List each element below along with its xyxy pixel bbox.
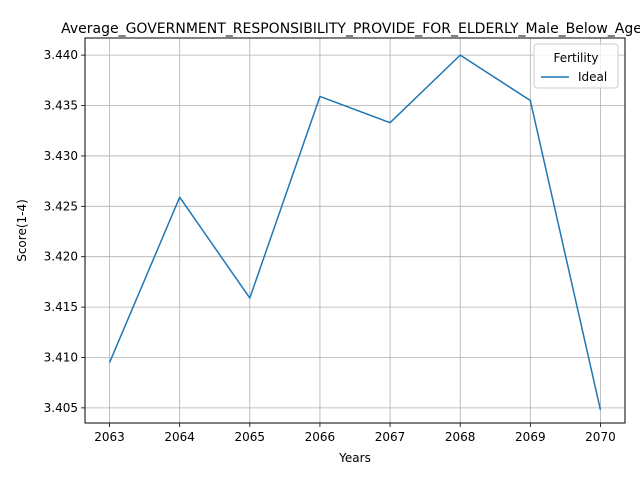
y-tick-label: 3.415	[44, 300, 78, 314]
x-tick-label: 2068	[445, 430, 476, 444]
y-tick-label: 3.435	[44, 99, 78, 113]
legend: Fertility Ideal	[533, 43, 619, 89]
series-line-ideal	[108, 54, 602, 411]
x-tick-label: 2069	[515, 430, 546, 444]
chart-title: Average_GOVERNMENT_RESPONSIBILITY_PROVID…	[61, 21, 640, 37]
y-tick-label: 3.420	[44, 250, 78, 264]
y-tick-label: 3.440	[44, 48, 78, 62]
x-tick-label: 2064	[164, 430, 195, 444]
y-tick-label: 3.410	[44, 350, 78, 364]
y-axis-label: Score(1-4)	[15, 199, 29, 262]
legend-label-ideal: Ideal	[578, 70, 607, 84]
y-axis: 3.405 3.410 3.415 3.420 3.425 3.430 3.435 3.440	[44, 48, 85, 415]
x-tick-label: 2066	[305, 430, 336, 444]
y-tick-label: 3.405	[44, 401, 78, 415]
legend-title: Fertility	[553, 51, 598, 65]
x-axis: 2063 2064 2065 2066 2067 2068 2069 2070	[94, 423, 616, 444]
x-axis-label: Years	[338, 451, 371, 465]
x-tick-label: 2065	[235, 430, 266, 444]
plot-frame	[84, 37, 626, 424]
x-tick-label: 2067	[375, 430, 406, 444]
y-tick-label: 3.425	[44, 199, 78, 213]
x-tick-label: 2070	[585, 430, 616, 444]
y-tick-label: 3.430	[44, 149, 78, 163]
grid	[85, 38, 625, 423]
x-tick-label: 2063	[94, 430, 125, 444]
series-layer	[108, 54, 602, 411]
